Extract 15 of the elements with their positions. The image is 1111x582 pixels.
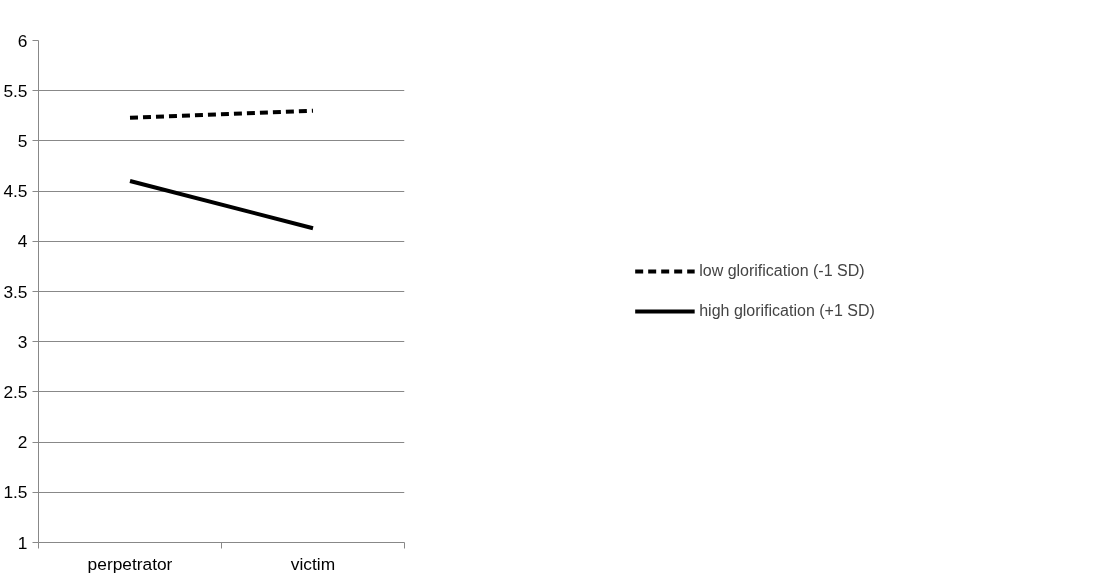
y-tick-label: 2 bbox=[17, 432, 28, 453]
y-tick-label: 4 bbox=[17, 231, 28, 252]
y-tick-label: 5.5 bbox=[3, 80, 28, 101]
y-tick-label: 1 bbox=[17, 532, 28, 553]
x-tick-label: perpetrator bbox=[87, 553, 173, 574]
y-tick-label: 4.5 bbox=[3, 181, 28, 202]
y-tick-label: 5 bbox=[17, 130, 28, 151]
y-tick-label: 6 bbox=[17, 30, 28, 51]
legend-label: high glorification (+1 SD) bbox=[699, 302, 875, 320]
y-tick-label: 3 bbox=[17, 331, 28, 352]
y-tick-label: 2.5 bbox=[3, 381, 28, 402]
x-tick-label: victim bbox=[290, 553, 336, 574]
y-tick-label: 3.5 bbox=[3, 281, 28, 302]
y-tick-label: 1.5 bbox=[3, 482, 28, 503]
legend-label: low glorification (-1 SD) bbox=[699, 262, 865, 280]
